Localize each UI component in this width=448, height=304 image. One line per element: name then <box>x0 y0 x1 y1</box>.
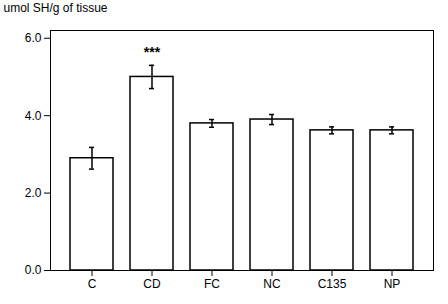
svg-text:CD: CD <box>143 277 161 291</box>
svg-text:2.0: 2.0 <box>25 186 42 200</box>
svg-text:NP: NP <box>384 277 401 291</box>
svg-text:6.0: 6.0 <box>25 31 42 45</box>
svg-text:***: *** <box>144 44 161 60</box>
svg-text:C135: C135 <box>318 277 347 291</box>
svg-text:NC: NC <box>263 277 281 291</box>
svg-text:umol SH/g of tissue: umol SH/g of tissue <box>4 1 108 15</box>
svg-text:0.0: 0.0 <box>25 263 42 277</box>
svg-text:4.0: 4.0 <box>25 109 42 123</box>
svg-text:C: C <box>88 277 97 291</box>
svg-text:FC: FC <box>204 277 220 291</box>
